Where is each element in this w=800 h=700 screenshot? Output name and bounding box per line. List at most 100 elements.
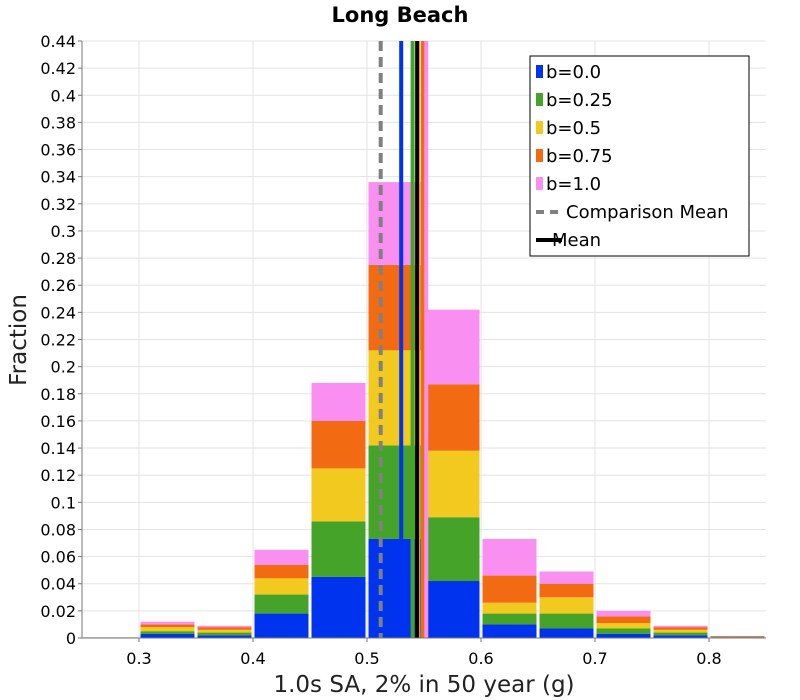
bar-segment bbox=[197, 632, 252, 636]
bar-segment bbox=[254, 613, 309, 638]
bar-segment bbox=[425, 309, 480, 385]
bar-segment bbox=[482, 613, 537, 625]
bar-segment bbox=[596, 616, 651, 624]
bar-segment bbox=[482, 575, 537, 603]
bar-segment bbox=[140, 627, 195, 632]
bar-segment bbox=[596, 623, 651, 629]
legend-swatch bbox=[536, 65, 543, 78]
bar-segment bbox=[140, 624, 195, 628]
bars bbox=[83, 182, 765, 638]
x-tick-label: 0.5 bbox=[354, 649, 379, 668]
bar-segment bbox=[311, 468, 366, 522]
legend-label: b=0.5 bbox=[546, 118, 601, 139]
bar-segment bbox=[140, 621, 195, 625]
bar-segment bbox=[254, 594, 309, 614]
bar-segment bbox=[653, 629, 708, 633]
legend-entry: b=0.75 bbox=[536, 146, 613, 167]
y-tick-label: 0.28 bbox=[40, 249, 76, 268]
bar-segment bbox=[254, 578, 309, 595]
y-tick-label: 0.1 bbox=[51, 493, 76, 512]
bar-segment bbox=[596, 628, 651, 634]
y-axis-label: Fraction bbox=[6, 294, 32, 386]
y-tick-labels: 0 0.02 0.04 0.06 0.08 0.1 0.12 0.14 0.16 0.18 0.2 0… bbox=[40, 32, 76, 648]
legend-entry: b=0.5 bbox=[536, 118, 601, 139]
bar-segment bbox=[425, 384, 480, 451]
legend-label: b=0.0 bbox=[546, 62, 601, 83]
legend-swatch bbox=[536, 149, 543, 162]
x-tick-label: 0.8 bbox=[696, 649, 721, 668]
bar-segment bbox=[653, 625, 708, 628]
bar-segment bbox=[311, 576, 366, 638]
legend-label: Mean bbox=[552, 230, 601, 251]
y-tick-label: 0.26 bbox=[40, 276, 76, 295]
bar-segment bbox=[140, 633, 195, 638]
bar-segment bbox=[197, 625, 252, 628]
legend-swatch bbox=[536, 93, 543, 106]
legend-box bbox=[529, 55, 750, 257]
bar-segment bbox=[482, 624, 537, 638]
x-tick-label: 0.7 bbox=[582, 649, 607, 668]
bar-segment bbox=[311, 382, 366, 421]
bar-segment bbox=[539, 583, 594, 598]
x-tick-label: 0.4 bbox=[240, 649, 265, 668]
edge-bar bbox=[710, 635, 765, 638]
y-tick-label: 0.18 bbox=[40, 385, 76, 404]
y-tick-label: 0.2 bbox=[51, 358, 76, 377]
legend-swatch bbox=[536, 177, 543, 190]
bar-segment bbox=[311, 521, 366, 577]
bar-segment bbox=[425, 450, 480, 518]
y-tick-label: 0.4 bbox=[51, 86, 76, 105]
bar-segment bbox=[596, 633, 651, 638]
y-tick-label: 0.02 bbox=[40, 602, 76, 621]
mean-lines bbox=[378, 41, 429, 638]
y-tick-label: 0.16 bbox=[40, 412, 76, 431]
x-axis-label: 1.0s SA, 2% in 50 year (g) bbox=[273, 672, 574, 698]
legend-label: b=1.0 bbox=[546, 174, 601, 195]
bar-segment bbox=[311, 420, 366, 469]
x-tick-labels: 0.3 0.4 0.5 0.6 0.7 0.8 bbox=[126, 649, 721, 668]
y-tick-label: 0.12 bbox=[40, 466, 76, 485]
y-tick-label: 0.3 bbox=[51, 222, 76, 241]
y-tick-label: 0.42 bbox=[40, 59, 76, 78]
legend-entry: Comparison Mean bbox=[536, 202, 729, 223]
legend-entry: b=1.0 bbox=[536, 174, 601, 195]
legend-swatch bbox=[536, 121, 543, 134]
bar-segment bbox=[653, 627, 708, 630]
bar-segment bbox=[425, 517, 480, 582]
bar-segment bbox=[197, 635, 252, 638]
y-tick-label: 0 bbox=[66, 629, 76, 648]
y-tick-label: 0.36 bbox=[40, 141, 76, 160]
y-tick-label: 0.24 bbox=[40, 303, 76, 322]
bar-segment bbox=[425, 581, 480, 638]
bar-segment bbox=[539, 628, 594, 638]
bar-segment bbox=[140, 631, 195, 634]
legend-label: b=0.25 bbox=[546, 90, 613, 111]
bar-segment bbox=[539, 613, 594, 629]
y-tick-label: 0.44 bbox=[40, 32, 76, 51]
x-tick-label: 0.6 bbox=[468, 649, 493, 668]
y-tick-label: 0.06 bbox=[40, 548, 76, 567]
bar-segment bbox=[482, 538, 537, 576]
legend-label: b=0.75 bbox=[546, 146, 613, 167]
y-tick-label: 0.08 bbox=[40, 520, 76, 539]
bar-segment bbox=[254, 549, 309, 565]
y-tick-label: 0.22 bbox=[40, 331, 76, 350]
legend-label: Comparison Mean bbox=[566, 202, 729, 223]
bar-segment bbox=[254, 564, 309, 579]
y-tick-label: 0.34 bbox=[40, 168, 76, 187]
y-tick-label: 0.32 bbox=[40, 195, 76, 214]
y-tick-label: 0.04 bbox=[40, 575, 76, 594]
legend-entry: Mean bbox=[536, 230, 601, 251]
chart-title: Long Beach bbox=[332, 3, 469, 27]
legend-entry: b=0.0 bbox=[536, 62, 601, 83]
legend-entry: b=0.25 bbox=[536, 90, 613, 111]
bar-segment bbox=[197, 629, 252, 633]
bar-segment bbox=[539, 597, 594, 614]
y-tick-label: 0.38 bbox=[40, 113, 76, 132]
axes bbox=[81, 41, 766, 639]
x-tick-label: 0.3 bbox=[126, 649, 151, 668]
legend: b=0.0 b=0.25 b=0.5 b=0.75 b=1.0 Comparison Me… bbox=[529, 55, 750, 257]
bar-segment bbox=[482, 602, 537, 614]
y-tick-label: 0.14 bbox=[40, 439, 76, 458]
